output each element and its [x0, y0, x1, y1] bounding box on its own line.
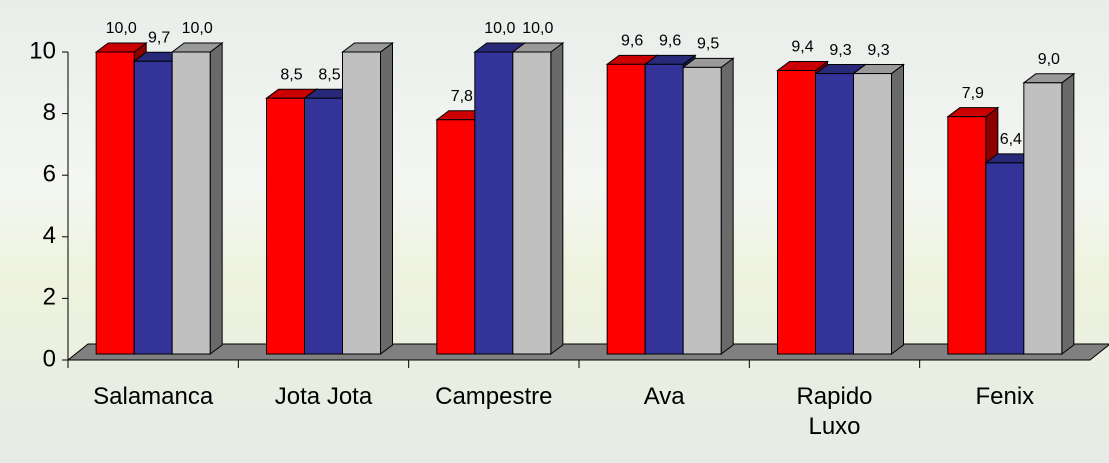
- bar: [644, 63, 684, 355]
- value-label: 9,4: [791, 39, 813, 56]
- bar: [853, 73, 892, 355]
- value-label: 7,8: [451, 88, 473, 105]
- value-label: 9,6: [659, 33, 681, 50]
- bar-side: [720, 57, 734, 355]
- value-label: 9,7: [148, 29, 170, 46]
- bar: [266, 97, 305, 355]
- bar: [133, 60, 173, 355]
- y-tick-label: 0: [43, 345, 56, 372]
- y-tick-label: 4: [43, 222, 56, 249]
- value-label: 8,5: [280, 66, 302, 83]
- bar: [171, 51, 211, 355]
- bar: [682, 66, 722, 355]
- y-tick-label: 8: [43, 99, 56, 126]
- bar: [95, 51, 135, 355]
- value-label: 6,4: [1000, 131, 1022, 148]
- y-tick-label: 2: [43, 284, 56, 311]
- bar-side: [1061, 72, 1075, 355]
- value-label: 10,0: [522, 20, 553, 37]
- y-tick-label: 10: [29, 37, 56, 64]
- bar-side: [891, 63, 904, 355]
- bar-side: [380, 42, 393, 355]
- x-tick-label: Fenix: [975, 383, 1035, 410]
- x-tick-label: Campestre: [435, 383, 553, 410]
- value-label: 10,0: [182, 20, 213, 37]
- value-label: 10,0: [484, 20, 515, 37]
- bar: [985, 162, 1025, 355]
- bar-side: [550, 42, 564, 355]
- value-label: 9,5: [697, 36, 719, 53]
- bar: [1023, 82, 1063, 355]
- value-label: 8,5: [318, 66, 340, 83]
- value-label: 9,0: [1038, 51, 1060, 68]
- x-tick-label: Salamanca: [93, 383, 214, 410]
- bar: [777, 69, 816, 355]
- bar: [815, 73, 854, 355]
- value-label: 10,0: [106, 20, 137, 37]
- value-label: 9,3: [867, 42, 889, 59]
- bar: [512, 51, 552, 355]
- x-tick-label: Jota Jota: [274, 383, 373, 410]
- bar: [436, 119, 476, 355]
- bar-side: [209, 42, 223, 355]
- x-tick-label: Ava: [643, 383, 685, 410]
- x-tick-label: Rapido Luxo: [796, 383, 873, 440]
- bar: [304, 97, 343, 355]
- bar: [342, 51, 381, 355]
- bar: [947, 116, 987, 355]
- value-label: 9,3: [829, 42, 851, 59]
- y-tick-label: 6: [43, 161, 56, 188]
- bar: [606, 63, 646, 355]
- bar: [474, 51, 514, 355]
- value-label: 9,6: [621, 33, 643, 50]
- value-label: 7,9: [962, 85, 984, 102]
